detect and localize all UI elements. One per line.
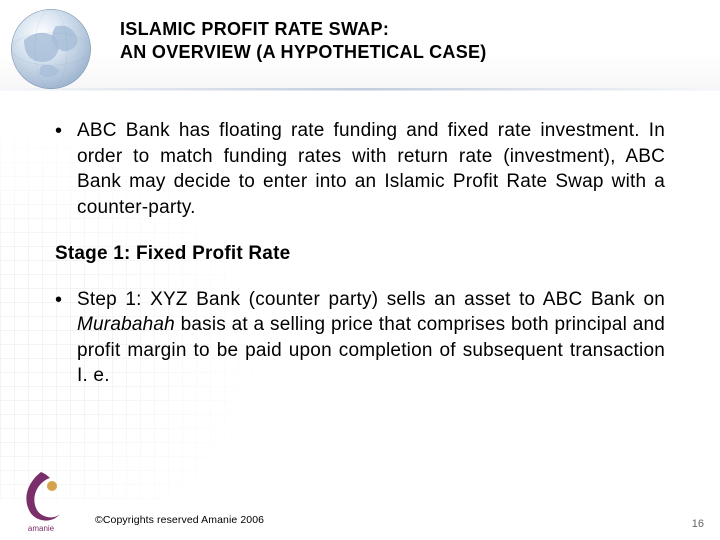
title-line-1: ISLAMIC PROFIT RATE SWAP: bbox=[120, 18, 700, 41]
title-line-2: AN OVERVIEW (A HYPOTHETICAL CASE) bbox=[120, 41, 700, 64]
slide-body: • ABC Bank has floating rate funding and… bbox=[55, 118, 665, 411]
svg-text:amanie: amanie bbox=[28, 524, 55, 533]
slide-title: ISLAMIC PROFIT RATE SWAP: AN OVERVIEW (A… bbox=[120, 18, 700, 63]
header-divider-shadow bbox=[0, 90, 720, 91]
step-italic-term: Murabahah bbox=[77, 314, 175, 335]
bullet-marker: • bbox=[55, 287, 77, 390]
amanie-logo: amanie bbox=[6, 464, 76, 534]
bullet-marker: • bbox=[55, 118, 77, 221]
bullet-text: ABC Bank has floating rate funding and f… bbox=[77, 118, 665, 221]
globe-icon bbox=[6, 4, 96, 94]
stage-heading: Stage 1: Fixed Profit Rate bbox=[55, 243, 665, 265]
step-prefix: Step 1: XYZ Bank (counter party) sells a… bbox=[77, 289, 665, 310]
bullet-item: • ABC Bank has floating rate funding and… bbox=[55, 118, 665, 221]
page-number: 16 bbox=[692, 518, 704, 530]
bullet-item: • Step 1: XYZ Bank (counter party) sells… bbox=[55, 287, 665, 390]
step-text: Step 1: XYZ Bank (counter party) sells a… bbox=[77, 287, 665, 390]
copyright-text: ©Copyrights reserved Amanie 2006 bbox=[95, 514, 264, 526]
